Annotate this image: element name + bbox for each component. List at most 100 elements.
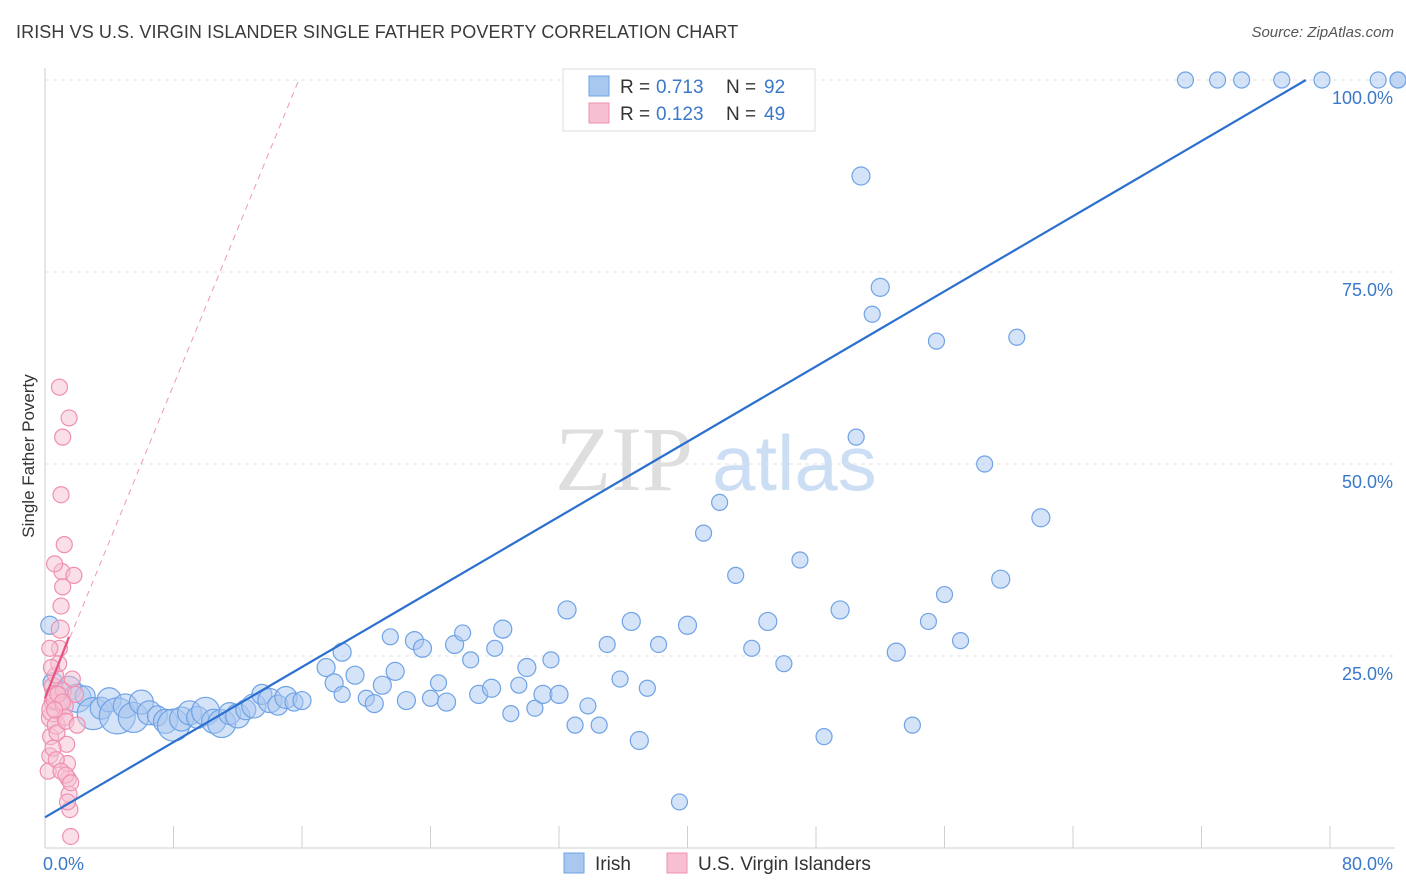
legend-r-value-virgin-islanders: 0.123 (656, 104, 704, 125)
point-irish-61 (549, 684, 569, 705)
point-irish-44 (412, 638, 433, 658)
point-irish-78 (758, 611, 778, 632)
legend-swatch-irish (588, 75, 610, 97)
point-virgin-islanders-28 (52, 486, 70, 504)
point-virgin-islanders-27 (62, 827, 80, 846)
point-irish-63 (566, 716, 584, 734)
point-virgin-islanders-44 (62, 774, 80, 792)
point-irish-59 (533, 684, 553, 705)
point-irish-40 (381, 628, 399, 646)
bottom-legend-label-irish: Irish (595, 854, 631, 875)
point-irish-72 (670, 793, 689, 811)
trendline-virgin-islanders (43, 636, 71, 699)
bottom-legend-swatch-virgin-islanders (666, 852, 688, 874)
point-irish-104 (1389, 71, 1406, 89)
point-irish-83 (847, 428, 865, 446)
point-virgin-islanders-29 (54, 428, 72, 446)
point-irish-31 (292, 690, 312, 711)
point-irish-62 (557, 600, 577, 620)
legend-r-label-irish: R = (620, 77, 650, 98)
point-irish-42 (396, 690, 417, 711)
point-virgin-islanders-32 (55, 536, 73, 554)
point-irish-49 (454, 624, 472, 642)
point-virgin-islanders-39 (68, 716, 86, 734)
point-irish-81 (815, 728, 833, 746)
point-irish-76 (727, 566, 745, 584)
point-irish-36 (345, 665, 365, 685)
point-irish-91 (935, 585, 954, 604)
point-irish-64 (579, 697, 597, 715)
point-irish-85 (863, 305, 881, 323)
point-irish-73 (677, 615, 698, 635)
point-irish-34 (333, 685, 351, 704)
point-virgin-islanders-17 (54, 578, 72, 596)
point-irish-95 (1031, 508, 1051, 528)
point-irish-38 (364, 694, 384, 714)
legend-swatch-virgin-islanders (588, 102, 610, 124)
point-irish-45 (421, 689, 440, 707)
point-irish-66 (598, 635, 616, 654)
legend-r-value-irish: 0.713 (656, 77, 704, 98)
legend-n-value-virgin-islanders: 49 (764, 104, 785, 125)
point-irish-71 (649, 635, 668, 654)
series-legend: Irish U.S. Virgin Islanders (563, 852, 871, 875)
point-irish-32 (316, 657, 336, 678)
point-virgin-islanders-31 (60, 409, 78, 427)
point-irish-94 (991, 569, 1011, 589)
y-axis-label: Single Father Poverty (19, 374, 38, 538)
point-irish-86 (870, 277, 890, 297)
grid-lines (45, 79, 1395, 657)
point-irish-35 (332, 642, 352, 662)
point-irish-99 (1233, 71, 1251, 89)
point-irish-58 (526, 699, 544, 717)
tick-labels: 25.0% 50.0% 75.0% 100.0% 0.0% 80.0% (43, 88, 1393, 874)
point-irish-54 (493, 619, 513, 639)
point-irish-101 (1313, 71, 1331, 89)
stats-legend: R = 0.713 N = 92 R = 0.123 N = 49 (562, 68, 816, 132)
y-tick-label-1: 50.0% (1342, 472, 1393, 492)
point-virgin-islanders-33 (46, 555, 64, 573)
point-virgin-islanders-30 (50, 378, 69, 396)
legend-n-label-irish: N = (726, 77, 756, 98)
point-irish-87 (886, 642, 906, 662)
point-irish-93 (976, 455, 994, 473)
y-tick-label-0: 25.0% (1342, 664, 1393, 684)
y-tick-label-3: 100.0% (1332, 88, 1393, 108)
point-irish-65 (590, 716, 608, 734)
point-virgin-islanders-35 (41, 639, 59, 657)
legend-n-value-irish: 92 (764, 77, 785, 98)
point-irish-82 (830, 600, 850, 620)
watermark-zip: ZIP (555, 408, 693, 510)
point-virgin-islanders-34 (65, 566, 83, 584)
point-irish-102 (1369, 71, 1387, 89)
point-irish-90 (927, 332, 946, 350)
point-irish-60 (542, 651, 560, 669)
point-irish-53 (486, 639, 504, 657)
point-irish-56 (510, 676, 528, 694)
point-irish-70 (638, 679, 656, 697)
y-tick-label-2: 75.0% (1342, 280, 1393, 300)
point-irish-80 (791, 551, 809, 569)
point-irish-79 (775, 655, 793, 673)
chart-title: IRISH VS U.S. VIRGIN ISLANDER SINGLE FAT… (16, 22, 739, 42)
point-virgin-islanders-48 (46, 701, 64, 719)
x-tick-label-1: 80.0% (1342, 854, 1393, 874)
point-irish-46 (429, 674, 448, 692)
legend-r-label-virgin-islanders: R = (620, 104, 650, 125)
point-irish-89 (919, 612, 938, 631)
point-irish-47 (436, 692, 457, 712)
point-irish-77 (743, 639, 761, 657)
point-virgin-islanders-37 (63, 670, 81, 688)
point-irish-57 (517, 657, 537, 678)
point-irish-69 (629, 730, 649, 751)
point-irish-39 (372, 675, 392, 695)
point-irish-96 (1008, 328, 1026, 346)
bottom-legend-label-virgin-islanders: U.S. Virgin Islanders (698, 854, 871, 875)
legend-n-label-virgin-islanders: N = (726, 104, 756, 125)
point-irish-52 (481, 678, 502, 698)
point-virgin-islanders-14 (50, 619, 70, 639)
chart-source: Source: ZipAtlas.com (1251, 24, 1394, 41)
point-virgin-islanders-15 (52, 597, 70, 615)
point-irish-98 (1208, 71, 1227, 89)
